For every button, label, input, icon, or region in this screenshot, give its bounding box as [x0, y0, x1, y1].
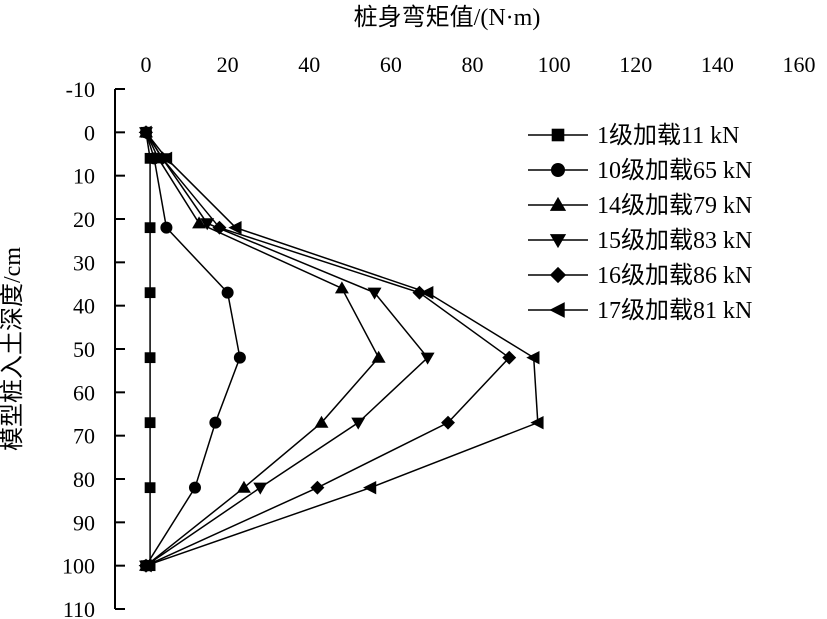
data-point-triangle-left-marker: [228, 220, 242, 235]
data-point-triangle-down-marker: [351, 417, 366, 430]
data-point-triangle-down-marker: [420, 352, 435, 365]
series-3: [139, 125, 386, 571]
y-tick-label: 100: [62, 554, 95, 579]
series-line: [145, 131, 429, 567]
data-point-circle-marker: [209, 416, 222, 429]
legend-item: 1级加载11 kN: [528, 122, 739, 149]
legend-triangle-up-marker: [549, 196, 567, 211]
y-tick-label: 80: [73, 467, 95, 492]
x-tick-label: 80: [462, 52, 484, 77]
series-6: [138, 125, 544, 573]
y-tick-label: -10: [66, 77, 95, 102]
legend-circle-marker: [551, 163, 565, 177]
series-5: [139, 125, 517, 573]
legend-item: 15级加载83 kN: [528, 227, 752, 254]
y-tick-label: 110: [63, 597, 95, 619]
data-point-triangle-up-marker: [236, 480, 251, 493]
x-tick-label: 160: [783, 52, 816, 77]
series-line: [145, 132, 241, 567]
data-point-triangle-left-marker: [138, 558, 152, 573]
series-group: [138, 125, 544, 573]
data-point-triangle-down-marker: [253, 482, 268, 495]
y-tick-label: 10: [73, 164, 95, 189]
x-tick-label: 120: [619, 52, 652, 77]
x-tick-label: 60: [380, 52, 402, 77]
x-tick-group: 0 20 40 60 80 100 120 140 160: [141, 52, 816, 77]
data-point-diamond-marker: [502, 350, 517, 365]
legend-label: 10级加载65 kN: [597, 157, 752, 184]
data-point-triangle-down-marker: [367, 287, 382, 300]
legend-label: 16级加载86 kN: [597, 262, 752, 289]
series-line: [145, 131, 511, 567]
data-point-circle-marker: [233, 351, 246, 364]
y-tick-label: 70: [73, 424, 95, 449]
data-point-square-marker: [144, 287, 156, 299]
data-point-circle-marker: [160, 221, 173, 234]
legend-square-marker: [551, 128, 565, 142]
data-point-triangle-up-marker: [334, 281, 349, 294]
data-point-diamond-marker: [212, 220, 227, 235]
legend-item: 17级加载81 kN: [528, 297, 752, 324]
data-point-triangle-up-marker: [371, 350, 386, 363]
data-point-square-marker: [144, 222, 156, 234]
y-tick-label: 90: [73, 510, 95, 535]
x-tick-label: 140: [701, 52, 734, 77]
data-point-triangle-up-marker: [192, 216, 207, 229]
y-tick-label: 40: [73, 294, 95, 319]
y-tick-label: 50: [73, 337, 95, 362]
data-point-diamond-marker: [310, 480, 325, 495]
x-tick-label: 0: [141, 52, 152, 77]
y-tick-label: 60: [73, 380, 95, 405]
series-line: [145, 131, 539, 567]
series-1: [140, 126, 156, 572]
data-point-triangle-up-marker: [314, 415, 329, 428]
legend-diamond-marker: [549, 266, 567, 284]
x-tick-label: 20: [217, 52, 239, 77]
legend-item: 16级加载86 kN: [528, 262, 752, 289]
data-point-diamond-marker: [441, 415, 455, 430]
x-tick-label: 40: [298, 52, 320, 77]
series-line: [145, 132, 151, 567]
legend-item: 10级加载65 kN: [528, 157, 752, 184]
data-point-triangle-left-marker: [526, 350, 540, 365]
legend-triangle-down-marker: [549, 234, 567, 249]
legend-label: 17级加载81 kN: [597, 297, 752, 324]
legend-label: 15级加载83 kN: [597, 227, 752, 254]
data-point-triangle-left-marker: [158, 151, 173, 166]
data-point-circle-marker: [221, 286, 234, 299]
data-point-triangle-left-marker: [363, 480, 377, 495]
data-point-triangle-down-marker: [200, 218, 215, 231]
y-tick-group: -10 0 10 20 30 40 50 60 70 80 90 100 110: [62, 77, 125, 619]
data-point-triangle-left-marker: [138, 125, 152, 140]
legend-item: 14级加载79 kN: [528, 192, 752, 219]
data-point-circle-marker: [188, 481, 201, 494]
series-2: [140, 126, 246, 572]
y-tick-label: 30: [73, 250, 95, 275]
y-axis-title: 模型桩入土深度/cm: [0, 247, 26, 451]
data-point-square-marker: [144, 352, 156, 364]
data-point-square-marker: [144, 482, 156, 494]
data-point-triangle-left-marker: [420, 285, 434, 300]
y-tick-label: 0: [84, 120, 95, 145]
legend-label: 1级加载11 kN: [597, 122, 739, 149]
data-point-square-marker: [144, 417, 156, 429]
x-axis-title: 桩身弯矩值/(N·m): [354, 4, 541, 31]
series-line: [145, 132, 380, 567]
y-tick-label: 20: [73, 207, 95, 232]
legend: 1级加载11 kN 10级加载65 kN 14级加载79 kN 15级加载83 kN 1…: [528, 122, 752, 324]
data-point-triangle-left-marker: [530, 415, 544, 430]
x-tick-label: 100: [538, 52, 571, 77]
legend-label: 14级加载79 kN: [597, 192, 752, 219]
legend-triangle-left-marker: [549, 302, 565, 318]
